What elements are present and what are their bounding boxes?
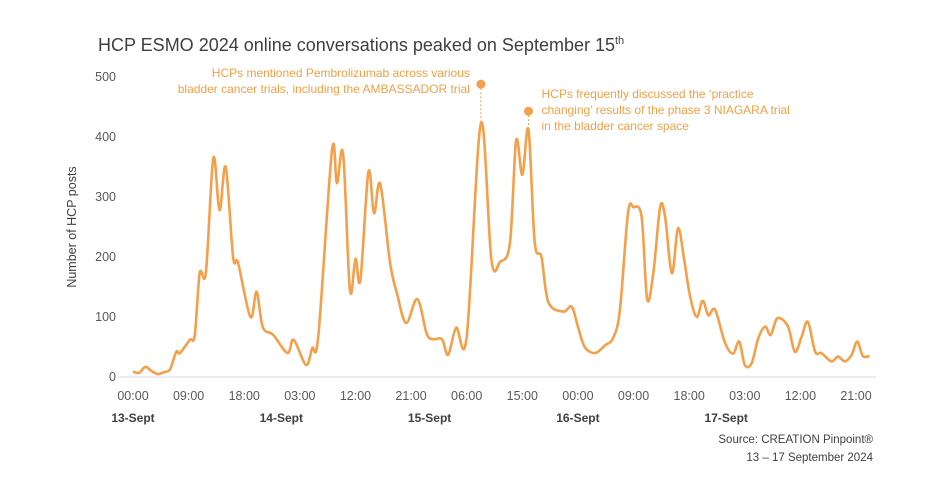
x-tick-label: 00:00 [562, 389, 593, 403]
x-tick-label: 12:00 [785, 389, 816, 403]
y-tick-label: 500 [95, 70, 116, 84]
y-tick-label: 100 [95, 310, 116, 324]
x-tick-label: 15:00 [507, 389, 538, 403]
x-tick-label: 18:00 [674, 389, 705, 403]
y-axis-label: Number of HCP posts [65, 166, 79, 287]
x-tick-label: 09:00 [173, 389, 204, 403]
x-tick-label: 03:00 [729, 389, 760, 403]
y-tick-label: 200 [95, 250, 116, 264]
x-tick-label: 12:00 [340, 389, 371, 403]
annotation-text: changing’ results of the phase 3 NIAGARA… [541, 103, 789, 117]
y-tick-label: 0 [109, 370, 116, 384]
annotation-text: in the bladder cancer space [541, 119, 689, 133]
source-dates: 13 – 17 September 2024 [746, 452, 873, 464]
x-tick-label: 00:00 [117, 389, 148, 403]
x-tick-label: 06:00 [451, 389, 482, 403]
y-tick-label: 400 [95, 130, 116, 144]
date-label: 17-Sept [705, 411, 748, 425]
series-line-hcp-posts [132, 121, 870, 376]
x-tick-label: 21:00 [840, 389, 871, 403]
date-label: 15-Sept [408, 411, 451, 425]
date-label: 14-Sept [260, 411, 303, 425]
y-tick-label: 300 [95, 190, 116, 204]
annotation-text: bladder cancer trials, including the AMB… [178, 82, 470, 96]
annotation-marker [523, 106, 533, 116]
x-tick-label: 09:00 [618, 389, 649, 403]
annotation-text: HCPs mentioned Pembrolizumab across vari… [212, 66, 470, 80]
date-label: 13-Sept [111, 411, 154, 425]
date-label: 16-Sept [556, 411, 599, 425]
annotation-text: HCPs frequently discussed the ‘practice [541, 87, 753, 101]
x-tick-label: 03:00 [284, 389, 315, 403]
x-tick-label: 18:00 [229, 389, 260, 403]
annotation-marker [476, 79, 486, 89]
source-label: Source: CREATION Pinpoint® [718, 434, 873, 446]
x-tick-label: 21:00 [395, 389, 426, 403]
chart-title: HCP ESMO 2024 online conversations peake… [98, 35, 624, 55]
